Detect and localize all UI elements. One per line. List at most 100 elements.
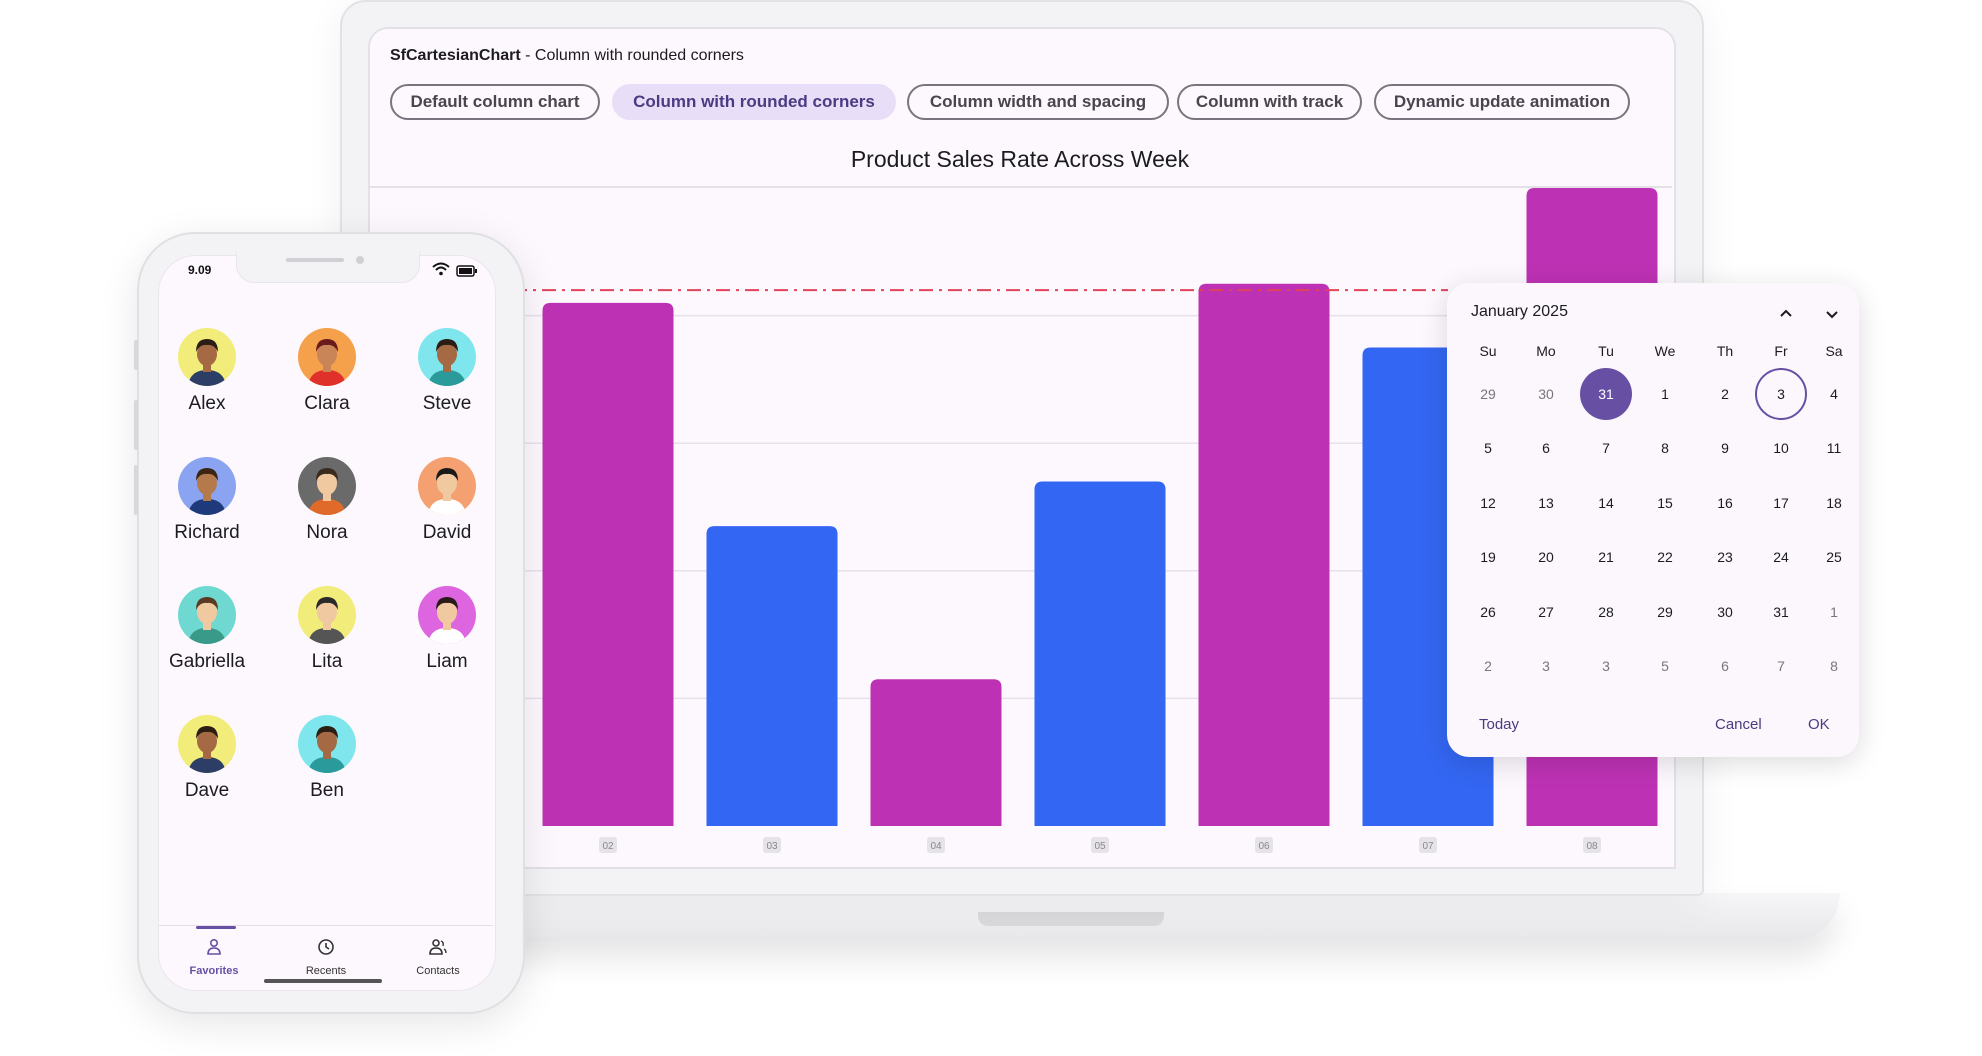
- nav-label: Recents: [305, 965, 347, 977]
- contact-name: Ben: [310, 780, 344, 801]
- calendar-day[interactable]: 2: [1721, 386, 1729, 402]
- calendar-day[interactable]: 10: [1773, 440, 1789, 456]
- ok-button[interactable]: OK: [1808, 716, 1830, 733]
- chip-dynamic-update-animation[interactable]: Dynamic update animation: [1374, 84, 1630, 120]
- calendar-day[interactable]: 1: [1830, 604, 1838, 620]
- chart-bar[interactable]: [542, 302, 674, 827]
- calendar-day[interactable]: 3: [1755, 368, 1807, 420]
- contact-name: David: [422, 522, 472, 543]
- weekday-label: Su: [1479, 343, 1497, 359]
- nav-contacts[interactable]: Contacts: [383, 926, 493, 986]
- chart-bar[interactable]: [1034, 481, 1166, 826]
- contact-name: Steve: [422, 393, 472, 414]
- contact-item[interactable]: Ben: [272, 715, 382, 802]
- calendar-day[interactable]: 22: [1657, 549, 1673, 565]
- avatar: [418, 457, 476, 515]
- calendar-day[interactable]: 30: [1538, 386, 1554, 402]
- calendar-day[interactable]: 31: [1773, 604, 1789, 620]
- avatar: [298, 715, 356, 773]
- calendar-day[interactable]: 27: [1538, 604, 1554, 620]
- chip-label: Column width and spacing: [929, 92, 1147, 111]
- calendar-day[interactable]: 15: [1657, 495, 1673, 511]
- avatar: [178, 586, 236, 644]
- calendar-day[interactable]: 24: [1773, 549, 1789, 565]
- contact-name: Richard: [174, 522, 240, 543]
- calendar-day[interactable]: 3: [1602, 658, 1610, 674]
- chip-column-width-spacing[interactable]: Column width and spacing: [907, 84, 1169, 120]
- calendar-day[interactable]: 12: [1480, 495, 1496, 511]
- wifi-icon: [432, 262, 450, 281]
- calendar-day[interactable]: 8: [1661, 440, 1669, 456]
- calendar-day[interactable]: 29: [1657, 604, 1673, 620]
- calendar-month-label[interactable]: January 2025: [1471, 303, 1568, 320]
- clock-icon: [318, 939, 334, 955]
- nav-active-indicator: [196, 926, 236, 929]
- calendar-day[interactable]: 30: [1717, 604, 1733, 620]
- calendar-day[interactable]: 21: [1598, 549, 1614, 565]
- chart-bar[interactable]: [1198, 283, 1330, 826]
- calendar-day[interactable]: 11: [1826, 440, 1842, 456]
- calendar-day[interactable]: 20: [1538, 549, 1554, 565]
- calendar-day[interactable]: 7: [1777, 658, 1785, 674]
- chart-bar[interactable]: [870, 679, 1002, 826]
- calendar-day[interactable]: 7: [1602, 440, 1610, 456]
- chip-default-column-chart[interactable]: Default column chart: [390, 84, 600, 120]
- calendar-day[interactable]: 4: [1830, 386, 1838, 402]
- weekday-label: Tu: [1598, 343, 1614, 359]
- chevron-down-icon[interactable]: [1820, 302, 1844, 326]
- contact-item[interactable]: Steve: [392, 328, 502, 415]
- calendar-day[interactable]: 31: [1580, 368, 1632, 420]
- x-tick-label: 04: [930, 841, 942, 852]
- contact-item[interactable]: Richard: [152, 457, 262, 544]
- calendar-day[interactable]: 13: [1538, 495, 1554, 511]
- contact-item[interactable]: Gabriella: [152, 586, 262, 673]
- calendar-day[interactable]: 2: [1484, 658, 1492, 674]
- contact-item[interactable]: Dave: [152, 715, 262, 802]
- calendar-day[interactable]: 25: [1826, 549, 1842, 565]
- app-title-subtitle: Column with rounded corners: [534, 47, 744, 64]
- calendar-day[interactable]: 1: [1661, 386, 1669, 402]
- calendar-day[interactable]: 5: [1661, 658, 1669, 674]
- calendar-day[interactable]: 28: [1598, 604, 1614, 620]
- contact-item[interactable]: Lita: [272, 586, 382, 673]
- person-icon: [207, 938, 221, 955]
- calendar-day[interactable]: 6: [1542, 440, 1550, 456]
- chevron-up-icon[interactable]: [1774, 302, 1798, 326]
- calendar-day[interactable]: 14: [1598, 495, 1614, 511]
- chip-column-rounded-corners[interactable]: Column with rounded corners: [612, 84, 896, 120]
- contact-item[interactable]: Liam: [392, 586, 502, 673]
- calendar-day[interactable]: 18: [1826, 495, 1842, 511]
- tick-label-bg: [1583, 837, 1601, 853]
- contact-item[interactable]: David: [392, 457, 502, 544]
- calendar-day[interactable]: 26: [1480, 604, 1496, 620]
- calendar-day[interactable]: 3: [1542, 658, 1550, 674]
- tick-label-bg: [1419, 837, 1437, 853]
- nav-favorites[interactable]: Favorites: [159, 926, 269, 986]
- nav-recents[interactable]: Recents: [271, 926, 381, 986]
- chip-label: Default column chart: [410, 92, 580, 111]
- calendar-day[interactable]: 29: [1480, 386, 1496, 402]
- contact-item[interactable]: Nora: [272, 457, 382, 544]
- chip-column-with-track[interactable]: Column with track: [1177, 84, 1362, 120]
- contact-item[interactable]: Clara: [272, 328, 382, 415]
- chart-bar[interactable]: [706, 526, 838, 826]
- tick-label-bg: [1255, 837, 1273, 853]
- calendar-day[interactable]: 8: [1830, 658, 1838, 674]
- avatar: [178, 715, 236, 773]
- phone-side-button: [134, 340, 138, 370]
- people-icon: [429, 939, 447, 955]
- contact-item[interactable]: Alex: [152, 328, 262, 415]
- calendar-day[interactable]: 16: [1717, 495, 1733, 511]
- today-button[interactable]: Today: [1479, 716, 1520, 733]
- weekday-label: Mo: [1536, 343, 1556, 359]
- tick-label-bg: [599, 837, 617, 853]
- calendar-day[interactable]: 9: [1721, 440, 1729, 456]
- cancel-button[interactable]: Cancel: [1715, 716, 1762, 733]
- calendar-day[interactable]: 17: [1773, 495, 1789, 511]
- x-tick-label: 07: [1422, 841, 1434, 852]
- calendar-day[interactable]: 6: [1721, 658, 1729, 674]
- avatar: [298, 457, 356, 515]
- calendar-day[interactable]: 23: [1717, 549, 1733, 565]
- calendar-day[interactable]: 19: [1480, 549, 1496, 565]
- calendar-day[interactable]: 5: [1484, 440, 1492, 456]
